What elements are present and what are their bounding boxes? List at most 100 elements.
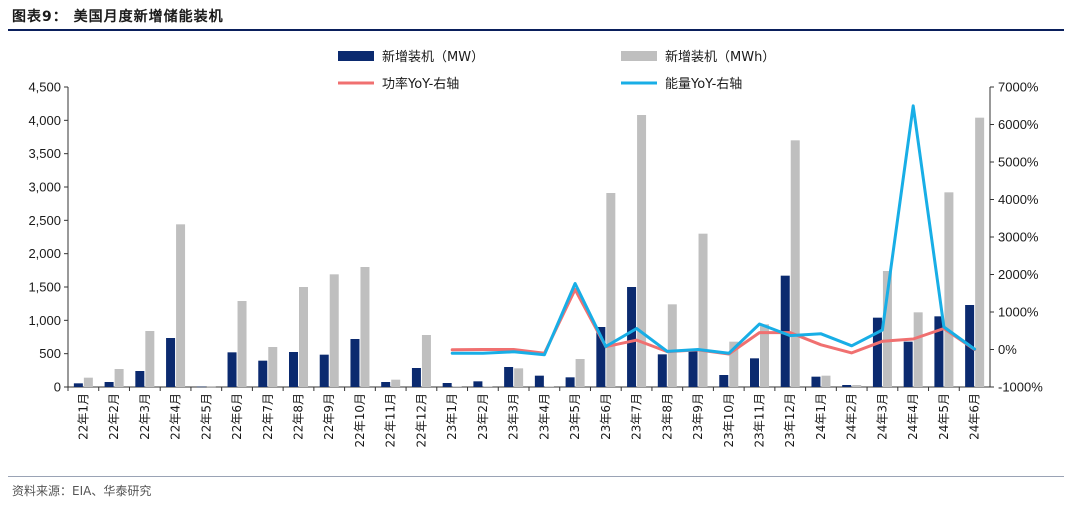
right-tick-label: 4000%: [998, 192, 1039, 207]
right-tick-label: 6000%: [998, 117, 1039, 132]
bar-mw: [227, 352, 237, 387]
bar-mw: [442, 383, 452, 387]
right-tick-label: 3000%: [998, 230, 1039, 245]
x-tick-label: 23年2月: [476, 393, 490, 440]
bar-mwh: [176, 224, 186, 387]
bar-mw: [196, 386, 206, 388]
bar-mw: [657, 354, 667, 387]
x-tick-label: 23年11月: [753, 393, 767, 448]
legend-label: 新增装机（MWh）: [665, 49, 775, 65]
source-note: 资料来源：EIA、华泰研究: [12, 484, 152, 498]
x-tick-label: 23年5月: [568, 393, 582, 440]
left-tick-label: 1,500: [28, 280, 61, 295]
legend-swatch: [621, 51, 657, 61]
right-tick-label: -1000%: [998, 380, 1043, 395]
bar-mw: [166, 338, 176, 387]
bar-mw: [596, 327, 606, 387]
x-tick-label: 23年9月: [691, 393, 705, 440]
x-tick-label: 23年7月: [630, 393, 644, 440]
bar-mwh: [391, 379, 401, 387]
bar-mwh: [483, 386, 493, 387]
right-tick-label: 2000%: [998, 267, 1039, 282]
x-tick-label: 22年8月: [292, 393, 306, 440]
bar-mwh: [514, 368, 524, 387]
x-tick-label: 22年2月: [107, 393, 121, 440]
bar-mw: [934, 316, 944, 387]
bar-mwh: [360, 267, 370, 387]
title-divider: [8, 29, 1064, 31]
bar-mwh: [299, 287, 308, 387]
x-tick-label: 24年3月: [875, 393, 889, 440]
x-tick-label: 22年7月: [261, 393, 275, 440]
left-tick-label: 3,000: [28, 180, 61, 195]
x-tick-label: 22年5月: [199, 393, 213, 440]
left-tick-label: 3,500: [28, 146, 61, 161]
legend-label: 新增装机（MW）: [382, 49, 484, 65]
legend-label: 能量YoY-右轴: [665, 77, 742, 92]
bar-mw: [750, 358, 759, 387]
bar-mwh: [913, 312, 923, 387]
bar-mwh: [114, 369, 124, 387]
x-tick-label: 24年5月: [937, 393, 951, 440]
bar-mwh: [637, 115, 647, 387]
x-tick-label: 23年6月: [599, 393, 613, 440]
left-tick-label: 4,000: [28, 113, 61, 128]
bar-mw: [565, 377, 575, 387]
legend-label: 功率YoY-右轴: [382, 76, 459, 92]
x-tick-label: 23年4月: [537, 393, 551, 440]
bar-mwh: [667, 304, 677, 387]
bar-mw: [473, 381, 483, 387]
bar-mwh: [821, 375, 831, 387]
x-tick-label: 23年10月: [722, 393, 736, 448]
bar-mwh: [944, 192, 954, 387]
x-tick-label: 23年12月: [783, 393, 797, 448]
x-tick-label: 22年1月: [76, 393, 90, 440]
x-tick-label: 24年2月: [845, 393, 859, 440]
bar-mw: [73, 383, 83, 387]
x-tick-label: 22年4月: [169, 393, 183, 440]
bar-mwh: [760, 324, 769, 387]
bar-mwh: [268, 347, 278, 387]
bar-mwh: [452, 386, 462, 387]
x-tick-label: 22年6月: [230, 393, 244, 440]
bar-mwh: [852, 385, 862, 387]
x-tick-label: 23年1月: [445, 393, 459, 440]
footer-divider: [8, 476, 1064, 477]
bar-mw: [534, 375, 544, 387]
bar-mwh: [206, 386, 216, 388]
bar-mw: [104, 382, 114, 387]
bar-mwh: [882, 271, 892, 387]
bar-mw: [135, 371, 145, 387]
bar-mw: [350, 339, 360, 387]
bar-mwh: [421, 335, 431, 387]
bar-mw: [289, 352, 298, 387]
bar-mwh: [729, 341, 739, 387]
right-tick-label: 1000%: [998, 305, 1039, 320]
bar-mwh: [575, 359, 585, 387]
storage-installation-chart: 0 500 1,000 1,500 2,000 2,500 3,000 3,500 4,000 4…: [28, 49, 1043, 448]
bar-mwh: [544, 386, 554, 387]
left-tick-label: 4,500: [28, 80, 61, 95]
right-tick-label: 0%: [998, 342, 1017, 357]
bar-mw: [872, 317, 882, 387]
x-tick-label: 24年6月: [968, 393, 982, 440]
bar-mwh: [329, 274, 339, 387]
bar-mw: [411, 368, 421, 387]
energy-yoy-line: [450, 104, 977, 357]
left-tick-label: 2,500: [28, 213, 61, 228]
x-tick-label: 22年12月: [414, 393, 428, 448]
bar-mwh: [606, 193, 616, 387]
figure-title: 图表9： 美国月度新增储能装机: [12, 9, 224, 25]
bar-mw: [504, 367, 514, 387]
bar-mwh: [145, 331, 155, 387]
x-tick-label: 22年11月: [384, 393, 398, 448]
right-tick-label: 7000%: [998, 80, 1039, 95]
left-tick-label: 1,000: [28, 313, 61, 328]
bar-mw: [381, 382, 391, 387]
bar-mw: [842, 385, 852, 387]
bar-mw: [688, 349, 698, 387]
bar-mw: [258, 360, 268, 387]
right-tick-label: 5000%: [998, 155, 1039, 170]
bar-mw: [719, 375, 729, 387]
x-tick-label: 23年8月: [660, 393, 674, 440]
